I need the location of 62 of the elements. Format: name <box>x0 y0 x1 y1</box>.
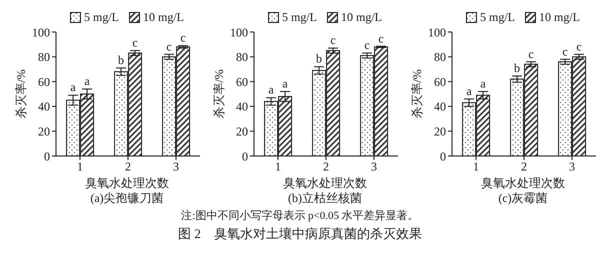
x-axis-title: 臭氧水处理次数 <box>282 176 368 191</box>
y-axis-title: 杀灭率/% <box>410 69 424 119</box>
x-tick-label: 2 <box>323 160 329 174</box>
x-tick-label: 3 <box>371 160 377 174</box>
y-tick-label: 60 <box>38 74 50 89</box>
data-label: c <box>330 33 336 48</box>
legend-label: 5 mg/L <box>282 10 317 24</box>
y-tick-label: 40 <box>38 100 50 114</box>
data-label: a <box>84 74 90 88</box>
y-tick-label: 100 <box>428 25 446 40</box>
y-tick-label: 20 <box>236 124 248 138</box>
data-label: b <box>514 61 520 76</box>
y-tick-label: 60 <box>434 74 446 89</box>
x-tick-label: 1 <box>275 160 281 174</box>
data-label: c <box>180 30 186 45</box>
legend-label: 10 mg/L <box>539 10 580 24</box>
y-tick-label: 60 <box>236 74 248 89</box>
caption: 图 2 臭氧水对土壤中病原真菌的杀灭效果 <box>177 226 423 242</box>
x-tick-label: 3 <box>173 160 179 174</box>
text: (c)灰霉菌 <box>497 191 549 206</box>
legend-label: 10 mg/L <box>143 10 184 24</box>
x-tick-label: 2 <box>125 160 131 174</box>
y-tick-label: 0 <box>242 149 248 164</box>
text: 注:图中不同小写字母表示 p<0.05 水平差异显著。 <box>180 208 420 224</box>
y-tick-label: 80 <box>38 50 50 64</box>
y-tick-label: 20 <box>38 124 50 138</box>
x-tick-label: 3 <box>569 160 575 174</box>
y-tick-label: 20 <box>434 124 446 138</box>
legend-label: 10 mg/L <box>341 10 382 24</box>
legend-label: 5 mg/L <box>84 10 119 24</box>
y-tick-label: 0 <box>44 149 50 164</box>
data-label: c <box>378 31 384 46</box>
x-tick-label: 1 <box>473 160 479 174</box>
data-label: c <box>528 46 534 61</box>
x-axis-title: 臭氧水处理次数 <box>480 176 566 191</box>
y-axis-title: 杀灭率/% <box>212 69 226 119</box>
y-tick-label: 80 <box>434 50 446 64</box>
data-label: b <box>118 52 124 67</box>
y-tick-label: 100 <box>230 25 248 40</box>
y-axis-title: 杀灭率/% <box>14 69 28 119</box>
data-label: a <box>480 76 486 91</box>
data-label: c <box>576 39 582 54</box>
data-label: a <box>282 76 288 91</box>
data-label: c <box>364 38 370 52</box>
data-label: c <box>562 44 568 58</box>
x-axis-title: 臭氧水处理次数 <box>84 176 170 191</box>
y-tick-label: 40 <box>236 100 248 114</box>
data-label: c <box>166 39 172 54</box>
x-tick-label: 1 <box>77 160 83 174</box>
data-label: a <box>70 80 76 94</box>
y-tick-label: 40 <box>434 100 446 114</box>
y-tick-label: 0 <box>440 149 446 164</box>
text: (b)立枯丝核菌 <box>287 191 363 206</box>
text: (a)尖孢镰刀菌 <box>89 191 165 206</box>
y-tick-label: 100 <box>32 25 50 40</box>
data-label: a <box>466 84 472 98</box>
data-label: a <box>268 82 274 97</box>
data-label: b <box>316 52 322 66</box>
data-label: c <box>132 36 138 50</box>
y-tick-label: 80 <box>236 50 248 64</box>
x-tick-label: 2 <box>521 160 527 174</box>
legend-label: 5 mg/L <box>480 10 515 24</box>
